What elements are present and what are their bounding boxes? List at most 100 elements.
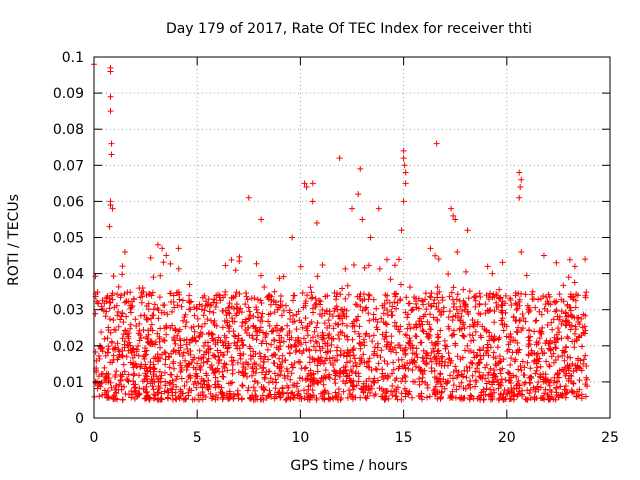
data-point bbox=[545, 396, 552, 403]
data-point bbox=[343, 322, 350, 329]
data-point bbox=[408, 356, 415, 363]
data-point bbox=[284, 332, 291, 339]
data-point bbox=[524, 359, 531, 366]
data-point bbox=[441, 337, 448, 344]
data-point bbox=[192, 338, 199, 345]
data-point bbox=[359, 307, 366, 314]
data-point bbox=[390, 359, 397, 366]
data-point bbox=[375, 377, 382, 384]
data-point bbox=[349, 205, 355, 212]
data-point bbox=[544, 298, 551, 305]
data-point bbox=[212, 384, 219, 391]
data-point bbox=[512, 289, 519, 296]
data-point bbox=[107, 379, 114, 386]
data-point bbox=[307, 284, 314, 291]
data-point bbox=[491, 336, 498, 343]
data-point bbox=[496, 353, 503, 360]
data-point bbox=[169, 322, 176, 329]
data-point bbox=[490, 349, 497, 356]
data-point bbox=[350, 396, 357, 403]
data-point bbox=[302, 298, 309, 305]
data-point bbox=[271, 336, 278, 343]
data-point bbox=[462, 268, 469, 275]
data-point bbox=[223, 334, 230, 341]
data-point bbox=[426, 332, 433, 339]
y-tick-label: 0.1 bbox=[62, 50, 84, 66]
data-point bbox=[124, 331, 131, 338]
data-point bbox=[110, 316, 117, 323]
data-point bbox=[311, 328, 318, 335]
data-point bbox=[348, 378, 355, 385]
data-point bbox=[544, 307, 551, 314]
data-point bbox=[95, 382, 102, 389]
data-point bbox=[123, 313, 130, 320]
data-point bbox=[413, 345, 420, 352]
data-point bbox=[267, 375, 274, 382]
data-point bbox=[383, 256, 390, 263]
data-point bbox=[156, 385, 163, 392]
data-point bbox=[354, 293, 361, 300]
data-point bbox=[540, 252, 547, 259]
data-point bbox=[130, 378, 137, 385]
data-point bbox=[521, 364, 528, 371]
data-point bbox=[460, 298, 467, 305]
data-point bbox=[132, 316, 139, 323]
data-point bbox=[525, 352, 532, 359]
data-point bbox=[319, 261, 326, 268]
data-point bbox=[293, 347, 300, 354]
data-point bbox=[249, 365, 256, 372]
data-point bbox=[366, 355, 373, 362]
data-point bbox=[573, 393, 580, 400]
data-point bbox=[495, 379, 502, 386]
data-point bbox=[522, 291, 529, 298]
data-point bbox=[528, 347, 535, 354]
data-point bbox=[458, 379, 465, 386]
data-point bbox=[571, 330, 578, 337]
data-point bbox=[351, 355, 358, 362]
data-point bbox=[480, 396, 487, 403]
data-point bbox=[183, 378, 190, 385]
data-point bbox=[302, 315, 309, 321]
data-point bbox=[555, 325, 562, 332]
data-point bbox=[327, 359, 334, 366]
data-point bbox=[427, 355, 434, 362]
data-point bbox=[148, 315, 155, 322]
data-point bbox=[177, 359, 184, 366]
data-point bbox=[336, 155, 343, 162]
data-point bbox=[146, 394, 153, 401]
data-point bbox=[129, 361, 136, 368]
data-point bbox=[519, 358, 526, 365]
data-point bbox=[108, 151, 115, 158]
data-point bbox=[171, 304, 178, 311]
data-point bbox=[325, 332, 332, 339]
data-point bbox=[276, 355, 283, 362]
data-point bbox=[268, 341, 275, 348]
data-point bbox=[290, 297, 297, 304]
data-point bbox=[350, 261, 357, 268]
data-point bbox=[448, 205, 455, 212]
data-point bbox=[98, 329, 105, 336]
data-point bbox=[347, 358, 354, 365]
data-point bbox=[516, 194, 523, 201]
data-point bbox=[201, 292, 208, 299]
data-point bbox=[394, 396, 401, 403]
data-point bbox=[191, 354, 198, 361]
data-point bbox=[453, 386, 460, 393]
data-point bbox=[536, 335, 543, 342]
data-point bbox=[104, 335, 111, 342]
data-point bbox=[137, 364, 144, 371]
data-point bbox=[457, 356, 464, 363]
data-point bbox=[197, 366, 204, 373]
data-point bbox=[452, 342, 459, 349]
data-point bbox=[105, 375, 112, 382]
data-point bbox=[472, 303, 479, 310]
data-point bbox=[507, 395, 514, 402]
data-point bbox=[154, 241, 161, 248]
data-point bbox=[285, 384, 292, 391]
data-point bbox=[114, 312, 121, 319]
data-point bbox=[144, 378, 151, 385]
data-point bbox=[297, 359, 304, 366]
data-point bbox=[337, 291, 344, 298]
data-point bbox=[282, 302, 289, 309]
data-point bbox=[491, 308, 498, 315]
